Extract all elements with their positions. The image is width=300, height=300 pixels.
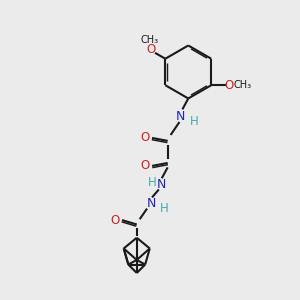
Text: CH₃: CH₃ (140, 34, 158, 45)
Text: O: O (146, 44, 155, 56)
Text: N: N (147, 197, 156, 210)
Text: O: O (140, 131, 150, 144)
Text: H: H (160, 202, 169, 215)
Text: H: H (148, 176, 157, 189)
Text: H: H (190, 115, 199, 128)
Text: O: O (110, 214, 120, 226)
Text: N: N (157, 178, 167, 191)
Text: O: O (225, 79, 234, 92)
Text: N: N (176, 110, 185, 123)
Text: CH₃: CH₃ (233, 80, 251, 90)
Text: O: O (140, 159, 150, 172)
